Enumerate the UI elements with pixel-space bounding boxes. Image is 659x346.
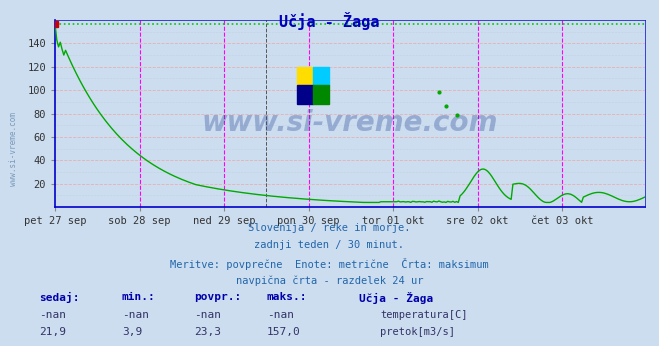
- Text: pretok[m3/s]: pretok[m3/s]: [380, 327, 455, 337]
- Text: www.si-vreme.com: www.si-vreme.com: [9, 112, 18, 186]
- Text: maks.:: maks.:: [267, 292, 307, 302]
- Text: 21,9: 21,9: [40, 327, 67, 337]
- Bar: [297, 67, 313, 85]
- Text: Učja - Žaga: Učja - Žaga: [359, 292, 434, 304]
- Text: -nan: -nan: [267, 310, 294, 320]
- Bar: [297, 85, 313, 104]
- Text: Učja - Žaga: Učja - Žaga: [279, 12, 380, 30]
- Text: povpr.:: povpr.:: [194, 292, 242, 302]
- Text: -nan: -nan: [40, 310, 67, 320]
- Text: temperatura[C]: temperatura[C]: [380, 310, 468, 320]
- Bar: [313, 85, 330, 104]
- Text: Meritve: povprečne  Enote: metrične  Črta: maksimum: Meritve: povprečne Enote: metrične Črta:…: [170, 258, 489, 270]
- Point: [434, 90, 444, 95]
- Text: min.:: min.:: [122, 292, 156, 302]
- Text: navpična črta - razdelek 24 ur: navpična črta - razdelek 24 ur: [236, 275, 423, 285]
- Point: [451, 112, 462, 117]
- Text: zadnji teden / 30 minut.: zadnji teden / 30 minut.: [254, 240, 405, 251]
- Text: -nan: -nan: [122, 310, 149, 320]
- Text: sedaj:: sedaj:: [40, 292, 80, 303]
- Point: [441, 104, 451, 109]
- Text: -nan: -nan: [194, 310, 221, 320]
- Bar: [313, 67, 330, 85]
- Text: 3,9: 3,9: [122, 327, 142, 337]
- Text: Slovenija / reke in morje.: Slovenija / reke in morje.: [248, 223, 411, 233]
- Text: 23,3: 23,3: [194, 327, 221, 337]
- Text: 157,0: 157,0: [267, 327, 301, 337]
- Text: www.si-vreme.com: www.si-vreme.com: [202, 109, 498, 137]
